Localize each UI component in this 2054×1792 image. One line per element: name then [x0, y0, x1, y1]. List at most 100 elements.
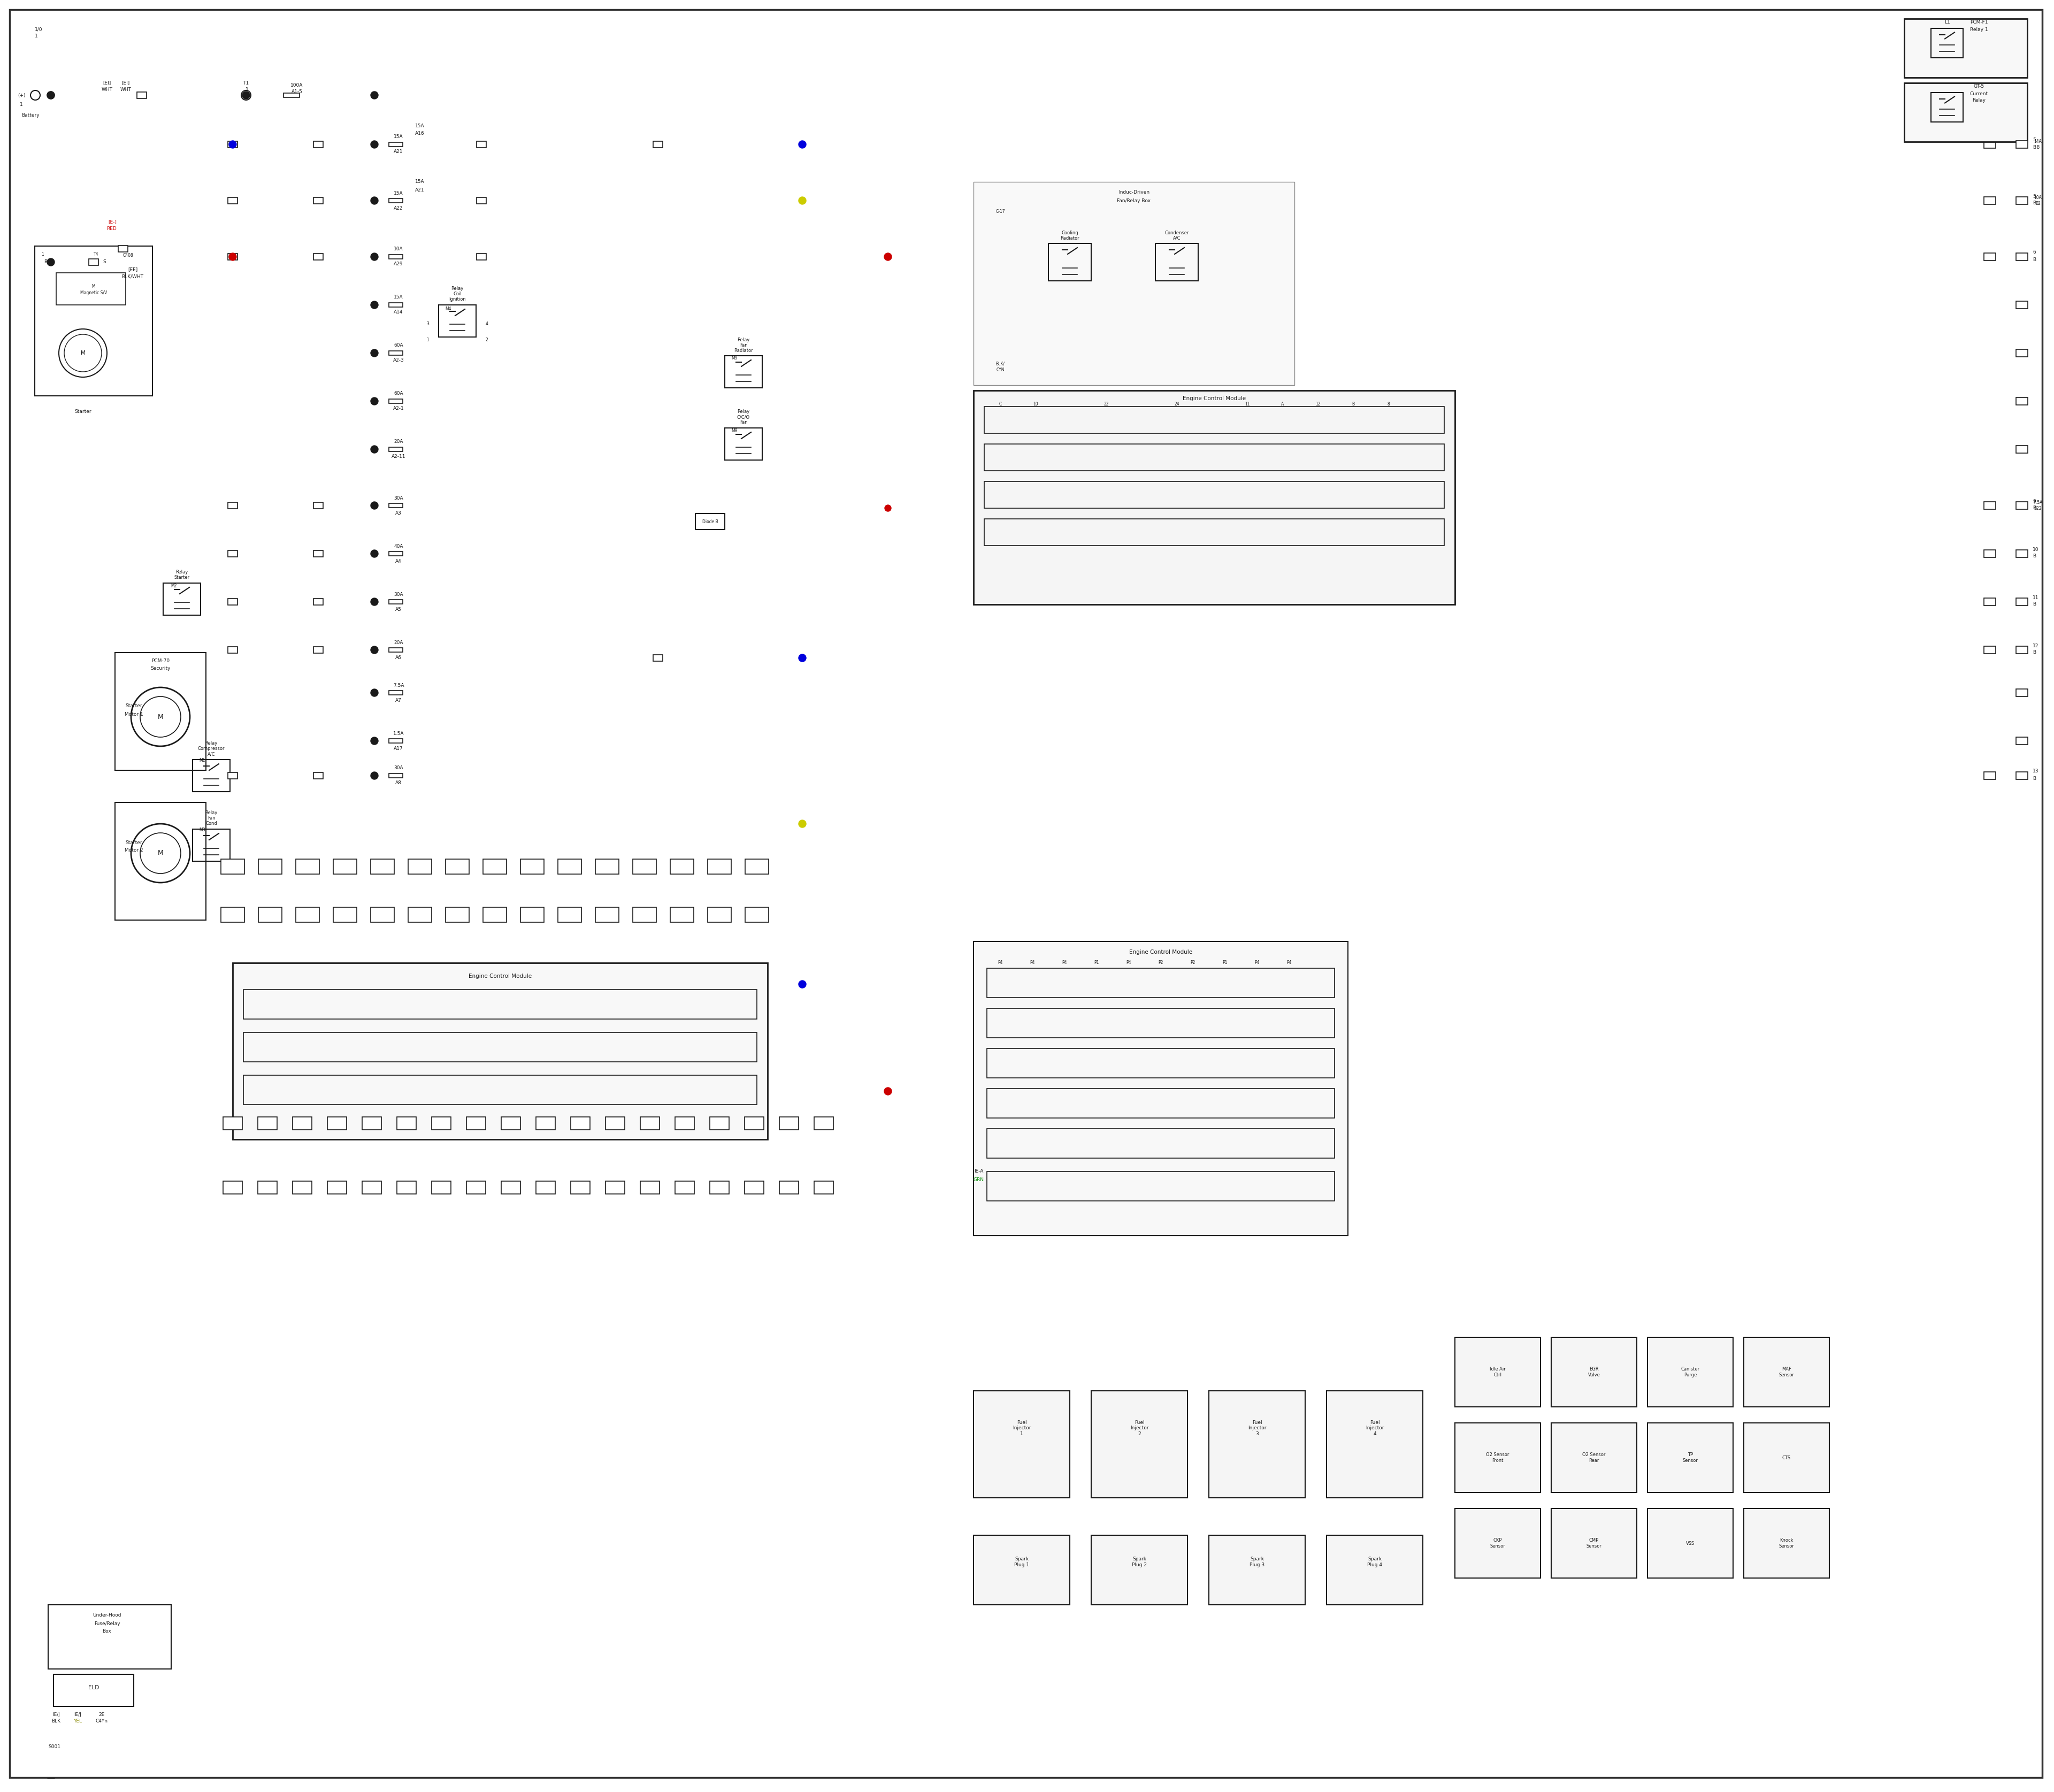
Circle shape	[47, 258, 55, 265]
Text: 14A
B: 14A B	[2033, 140, 2042, 149]
Bar	[222, 858, 244, 874]
Circle shape	[370, 398, 378, 405]
Text: Spark
Plug 2: Spark Plug 2	[1132, 1557, 1146, 1568]
Text: A8: A8	[394, 781, 403, 785]
Text: 30A: 30A	[394, 765, 403, 771]
Circle shape	[370, 599, 378, 606]
Bar	[2017, 446, 2027, 453]
Circle shape	[799, 142, 805, 147]
Text: Engine Control Module: Engine Control Module	[1183, 396, 1247, 401]
Bar	[1904, 18, 2027, 77]
Circle shape	[883, 1088, 891, 1095]
Circle shape	[372, 253, 378, 260]
Text: IE-A: IE-A	[974, 1168, 984, 1174]
Text: 30A: 30A	[394, 591, 403, 597]
Text: A29: A29	[394, 262, 403, 267]
Bar	[1984, 772, 1996, 780]
Circle shape	[799, 142, 805, 149]
Circle shape	[230, 142, 236, 147]
Text: 2E: 2E	[99, 1711, 105, 1717]
Text: A1-5: A1-5	[292, 90, 302, 95]
Text: P2: P2	[1191, 961, 1195, 966]
Bar	[2017, 647, 2027, 654]
Bar	[292, 1116, 312, 1129]
Text: B: B	[2033, 256, 2036, 262]
Bar	[119, 246, 127, 253]
Text: 1.5A: 1.5A	[392, 731, 405, 737]
Bar	[88, 258, 99, 265]
Bar	[2017, 550, 2027, 557]
Bar	[1327, 1536, 1423, 1606]
Text: CMP
Sensor: CMP Sensor	[1586, 1538, 1602, 1548]
Text: A21: A21	[394, 149, 403, 154]
Text: Fan: Fan	[739, 419, 748, 425]
Text: O2 Sensor
Rear: O2 Sensor Rear	[1582, 1453, 1606, 1462]
Bar	[571, 1116, 589, 1129]
Circle shape	[372, 398, 378, 405]
Bar	[670, 858, 694, 874]
Bar	[676, 1181, 694, 1193]
Text: Battery: Battery	[21, 113, 39, 118]
Text: Fan/Relay Box: Fan/Relay Box	[1117, 199, 1150, 202]
Bar	[986, 1172, 1335, 1201]
Bar	[1744, 1423, 1830, 1493]
Text: Fan: Fan	[207, 815, 216, 821]
Text: M2: M2	[170, 584, 177, 588]
Bar	[259, 1181, 277, 1193]
Text: 6: 6	[2033, 251, 2036, 254]
Text: 5: 5	[2033, 138, 2036, 143]
Text: IE/J: IE/J	[74, 1711, 82, 1717]
Bar	[333, 907, 357, 923]
Text: 60A: 60A	[394, 391, 403, 396]
Text: Spark
Plug 3: Spark Plug 3	[1249, 1557, 1265, 1568]
Text: Idle Air
Ctrl: Idle Air Ctrl	[1489, 1367, 1506, 1378]
Text: A2-11: A2-11	[392, 455, 405, 459]
Bar	[259, 858, 281, 874]
Circle shape	[799, 654, 805, 661]
Bar	[633, 858, 657, 874]
Bar	[228, 647, 238, 652]
Text: 10: 10	[1033, 401, 1037, 407]
Text: A22: A22	[394, 206, 403, 210]
Text: 8: 8	[1386, 401, 1391, 407]
Bar	[744, 1116, 764, 1129]
Text: B: B	[2033, 145, 2036, 149]
Circle shape	[370, 772, 378, 780]
Text: 10A
B2: 10A B2	[2033, 195, 2042, 206]
Bar	[2017, 398, 2027, 405]
Text: GRN: GRN	[974, 1177, 984, 1183]
Text: 15A: 15A	[394, 134, 403, 140]
Bar	[370, 858, 394, 874]
Text: 24: 24	[1175, 401, 1179, 407]
Text: Knock
Sensor: Knock Sensor	[1779, 1538, 1795, 1548]
Bar	[1551, 1423, 1637, 1493]
Text: Cooling: Cooling	[1062, 231, 1078, 235]
Bar	[1327, 1391, 1423, 1498]
Bar	[974, 1536, 1070, 1606]
Bar	[466, 1116, 485, 1129]
Text: Relay: Relay	[205, 742, 218, 745]
Bar	[228, 550, 238, 557]
Bar	[725, 428, 762, 461]
Circle shape	[372, 301, 378, 308]
Text: Magnetic S/V: Magnetic S/V	[80, 290, 107, 296]
Text: EGR
Valve: EGR Valve	[1588, 1367, 1600, 1378]
Bar	[388, 690, 403, 695]
Circle shape	[230, 253, 236, 260]
Text: B: B	[1352, 401, 1356, 407]
Text: P1: P1	[1222, 961, 1228, 966]
Bar	[1984, 142, 1996, 149]
Text: ELD: ELD	[88, 1684, 99, 1690]
Bar	[653, 654, 663, 661]
Text: Relay: Relay	[737, 410, 750, 414]
Text: [E-]: [E-]	[109, 220, 117, 224]
Bar	[1048, 244, 1091, 281]
Bar	[1210, 1391, 1304, 1498]
Bar	[193, 830, 230, 862]
Bar	[138, 91, 146, 99]
Text: A21: A21	[415, 188, 425, 192]
Circle shape	[370, 197, 378, 204]
Bar	[1744, 1509, 1830, 1579]
Text: P4: P4	[1029, 961, 1035, 966]
Circle shape	[242, 91, 251, 99]
